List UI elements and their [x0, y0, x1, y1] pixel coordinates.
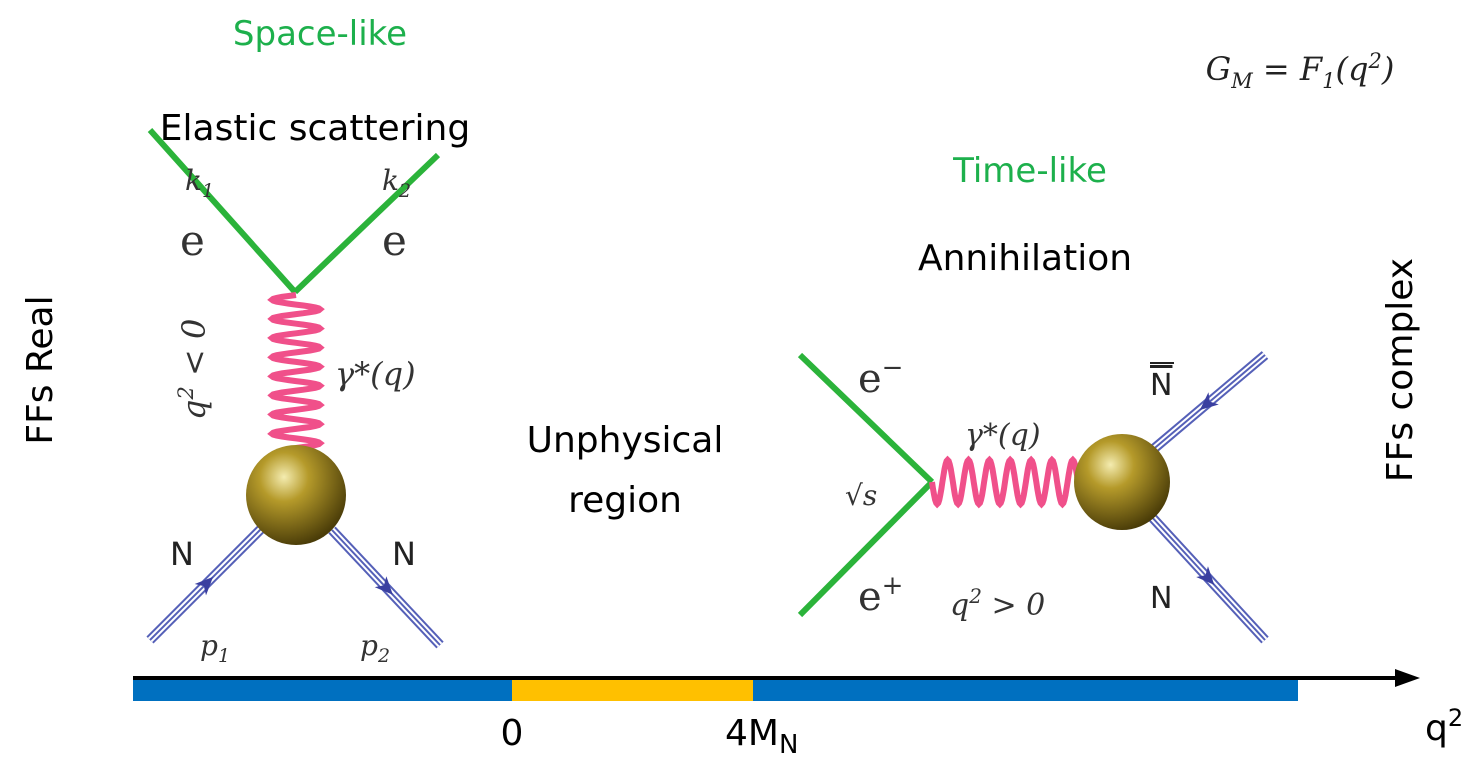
annihilation-title: Annihilation — [918, 238, 1132, 279]
label-part: 1 — [202, 180, 214, 202]
label-part: 2 — [968, 584, 982, 608]
label-part: > 0 — [982, 588, 1045, 623]
label-part: k — [382, 164, 399, 197]
electron-line — [147, 127, 298, 295]
formula-part: 1 — [1322, 69, 1335, 93]
label-part: + — [882, 571, 904, 601]
axis-label: 0 — [501, 713, 524, 754]
label: N — [392, 535, 416, 573]
axis-arrow — [1395, 669, 1420, 687]
ffs-complex: FFs complex — [1380, 258, 1421, 482]
arrow — [374, 576, 393, 595]
label-part: q — [1425, 708, 1448, 749]
label-part: − — [882, 353, 904, 383]
vertex-blob — [1074, 434, 1170, 530]
unphysical-label: Unphysical — [527, 420, 724, 461]
label-part: q — [175, 400, 213, 420]
ffs-real: FFs Real — [20, 295, 61, 444]
time-like-title: Time-like — [952, 151, 1107, 191]
label: e — [382, 216, 407, 265]
photon-line — [267, 292, 325, 451]
formula-part: M — [1230, 69, 1253, 93]
label-part: q — [950, 588, 969, 623]
electron-line — [797, 479, 935, 618]
label-part: 2 — [174, 386, 198, 400]
region-bar — [512, 680, 753, 701]
label: k2 — [382, 164, 411, 202]
arrow — [1199, 392, 1219, 410]
label-part: 4M — [725, 713, 779, 754]
arrow — [1196, 566, 1215, 585]
label-part: 1 — [218, 645, 230, 667]
label: N — [1150, 368, 1172, 403]
label: e+ — [858, 571, 903, 620]
region-bar — [753, 680, 1298, 701]
region-bar — [133, 680, 512, 701]
label: p2 — [360, 629, 390, 667]
axis-label: 4MN — [725, 713, 798, 757]
photon-line — [929, 455, 1081, 509]
nucleon-lines — [1146, 351, 1269, 644]
label-part: p — [200, 629, 218, 662]
label-part: 2 — [1448, 704, 1463, 732]
electron-line — [292, 152, 441, 295]
elastic-title: Elastic scattering — [160, 108, 470, 149]
label-part: e — [858, 574, 882, 620]
unphysical-label: region — [568, 480, 682, 521]
label: N — [170, 535, 194, 573]
label-part: < 0 — [175, 319, 213, 387]
label-part: k — [185, 164, 202, 197]
label: q2 > 0 — [950, 584, 1045, 623]
electron-line — [797, 352, 935, 485]
time-like-diagram: e− e+ √s γ*(q) q2 > 0 N N — [797, 351, 1269, 644]
space-like-title: Space-like — [233, 14, 407, 54]
formula: GM = F1(q2) — [1206, 49, 1395, 93]
vertex-blob — [246, 445, 346, 545]
label: p1 — [200, 629, 230, 667]
formula-part: ) — [1381, 50, 1394, 88]
space-like-diagram: k1 k2 e e q2 < 0 γ*(q) N N p1 p2 — [146, 127, 444, 667]
label: √s — [845, 479, 877, 512]
label-part: p — [360, 629, 378, 662]
label: N — [1150, 581, 1172, 616]
label: γ*(q) — [965, 418, 1041, 453]
label: e — [180, 216, 205, 265]
nucleon-lines — [146, 524, 444, 649]
axis-label: q2 — [1425, 704, 1463, 749]
formula-part: = F — [1253, 50, 1324, 88]
label: e− — [858, 353, 903, 402]
label-part: e — [858, 356, 882, 402]
formula-part: G — [1206, 50, 1232, 88]
label: k1 — [185, 164, 214, 202]
label: q2 < 0 — [174, 319, 213, 420]
formula-part: (q — [1335, 50, 1368, 88]
label-part: N — [779, 730, 798, 757]
label-part: 2 — [398, 180, 411, 202]
label-part: 2 — [377, 645, 390, 667]
formula-part: 2 — [1367, 49, 1381, 73]
label: γ*(q) — [335, 355, 416, 393]
